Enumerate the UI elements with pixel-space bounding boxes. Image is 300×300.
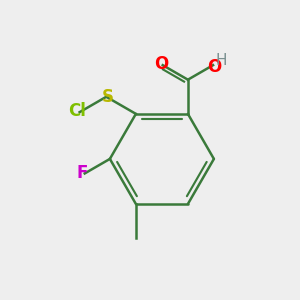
Text: S: S	[102, 88, 114, 106]
Text: O: O	[154, 55, 168, 73]
Text: F: F	[76, 164, 88, 182]
Text: H: H	[216, 53, 227, 68]
Text: Cl: Cl	[68, 102, 85, 120]
Text: O: O	[207, 58, 222, 76]
